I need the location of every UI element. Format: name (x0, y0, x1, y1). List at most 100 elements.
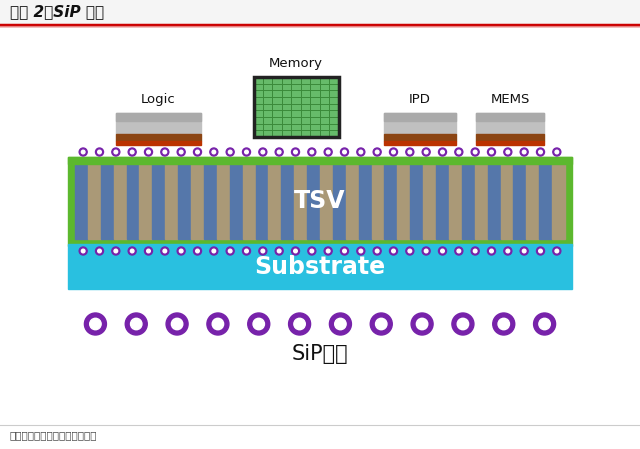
Circle shape (504, 148, 512, 156)
Text: MEMS: MEMS (490, 93, 530, 106)
Bar (68, 244, 572, 289)
Circle shape (145, 247, 152, 255)
Circle shape (294, 249, 298, 253)
Circle shape (335, 318, 346, 330)
Circle shape (196, 249, 199, 253)
Bar (385, 164, 397, 239)
Circle shape (112, 148, 120, 156)
Bar (320, 164, 333, 239)
Circle shape (438, 148, 447, 156)
Circle shape (261, 150, 264, 154)
Bar (449, 164, 462, 239)
Bar (488, 164, 500, 239)
Text: Logic: Logic (141, 93, 175, 106)
Circle shape (340, 247, 349, 255)
Circle shape (520, 247, 528, 255)
Bar (253, 77, 339, 137)
Circle shape (212, 318, 223, 330)
Circle shape (163, 150, 166, 154)
Text: SiP架构: SiP架构 (292, 344, 348, 364)
Circle shape (506, 249, 509, 253)
Bar (384, 113, 456, 134)
Circle shape (357, 148, 365, 156)
Circle shape (193, 247, 202, 255)
Bar (115, 113, 200, 134)
Bar (384, 134, 456, 141)
Bar (540, 164, 552, 239)
Circle shape (289, 313, 310, 335)
Circle shape (128, 247, 136, 255)
Circle shape (357, 247, 365, 255)
Circle shape (147, 249, 150, 253)
Circle shape (98, 150, 101, 154)
Circle shape (539, 318, 550, 330)
Circle shape (294, 150, 298, 154)
Bar (476, 134, 544, 141)
Circle shape (277, 249, 281, 253)
Circle shape (390, 148, 397, 156)
Circle shape (177, 247, 185, 255)
Circle shape (504, 247, 512, 255)
Circle shape (490, 150, 493, 154)
Text: IPD: IPD (409, 93, 431, 106)
Circle shape (408, 249, 412, 253)
Circle shape (324, 247, 332, 255)
Bar (436, 164, 449, 239)
Text: Memory: Memory (269, 57, 323, 70)
Bar (255, 164, 268, 239)
Bar (88, 164, 100, 239)
Bar (384, 141, 456, 145)
Circle shape (161, 148, 169, 156)
Circle shape (196, 150, 199, 154)
Circle shape (243, 148, 250, 156)
Circle shape (226, 148, 234, 156)
Bar (475, 164, 488, 239)
Bar (358, 164, 372, 239)
Circle shape (193, 148, 202, 156)
Bar (178, 164, 191, 239)
Bar (513, 164, 526, 239)
Circle shape (244, 150, 248, 154)
Circle shape (253, 318, 264, 330)
Circle shape (452, 313, 474, 335)
Circle shape (536, 247, 545, 255)
Circle shape (474, 249, 477, 253)
Bar (476, 141, 544, 145)
Circle shape (131, 318, 142, 330)
Circle shape (147, 150, 150, 154)
Circle shape (553, 247, 561, 255)
Circle shape (340, 148, 349, 156)
Circle shape (179, 150, 183, 154)
Circle shape (506, 150, 509, 154)
Circle shape (228, 150, 232, 154)
Circle shape (244, 249, 248, 253)
Circle shape (534, 313, 556, 335)
Bar (165, 164, 178, 239)
Bar (127, 164, 140, 239)
Bar (204, 164, 217, 239)
Circle shape (555, 150, 559, 154)
Bar (115, 113, 200, 121)
Circle shape (441, 150, 444, 154)
Circle shape (166, 313, 188, 335)
Circle shape (330, 313, 351, 335)
Circle shape (210, 247, 218, 255)
Text: Substrate: Substrate (255, 255, 385, 278)
Circle shape (84, 313, 106, 335)
Bar (114, 164, 127, 239)
Bar (307, 164, 320, 239)
Circle shape (177, 148, 185, 156)
Circle shape (207, 313, 229, 335)
Circle shape (498, 318, 509, 330)
Circle shape (373, 148, 381, 156)
Bar (346, 164, 358, 239)
Circle shape (359, 150, 363, 154)
Circle shape (114, 150, 118, 154)
Bar (115, 134, 200, 141)
Circle shape (326, 150, 330, 154)
Circle shape (520, 148, 528, 156)
Bar (476, 113, 544, 134)
Bar (476, 113, 544, 121)
Circle shape (163, 249, 166, 253)
Circle shape (490, 249, 493, 253)
